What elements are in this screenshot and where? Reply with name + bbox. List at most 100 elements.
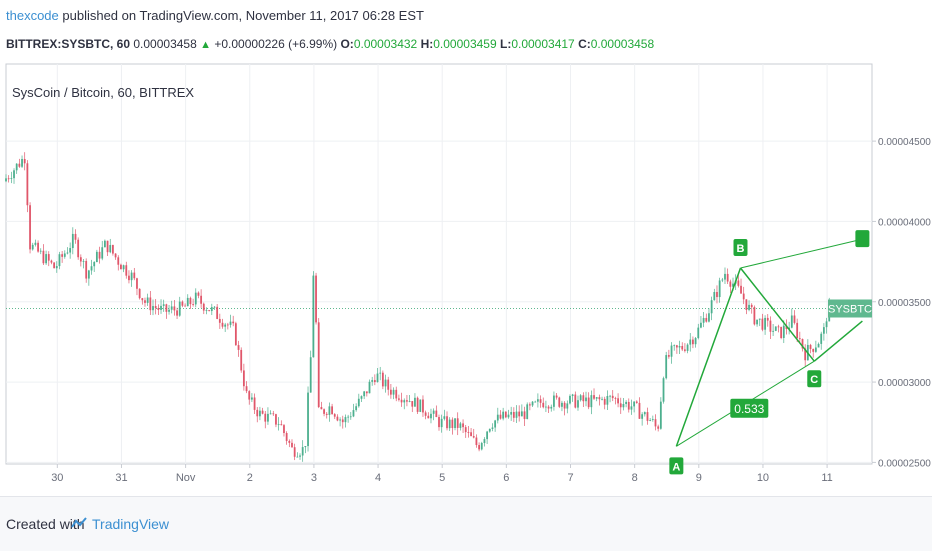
candle-body — [406, 400, 408, 402]
candle-body — [561, 402, 563, 407]
candle-body — [470, 432, 472, 437]
candle-body — [50, 260, 53, 263]
candle-body — [518, 411, 521, 417]
candle-body — [125, 265, 128, 276]
candle-body — [186, 297, 189, 307]
candle-body — [315, 275, 317, 323]
candle-body — [684, 349, 686, 351]
pattern-line-bc — [739, 267, 815, 362]
candle-body — [785, 325, 788, 330]
candle-body — [721, 279, 724, 281]
candle-body — [432, 410, 435, 414]
candle-body — [478, 445, 480, 450]
candle-body — [275, 414, 277, 425]
pattern-line-cd — [813, 320, 863, 362]
candle-body — [673, 345, 676, 347]
candle-body — [349, 416, 352, 418]
candle-body — [742, 293, 745, 300]
tradingview-brand-link[interactable]: TradingView — [92, 516, 170, 532]
candle-body — [510, 411, 513, 415]
candle-body — [42, 250, 45, 264]
candles — [5, 152, 831, 462]
candle-body — [531, 401, 534, 406]
tradingview-logo-icon[interactable] — [70, 514, 88, 532]
price-axis[interactable]: 0.00002500 0.00003000 0.00003500 0.00004000… — [872, 137, 931, 469]
price-tag-label: SYSBTC — [828, 303, 872, 315]
candle-body — [809, 344, 812, 349]
pattern-line-bd — [740, 238, 863, 269]
candle-body — [79, 257, 82, 262]
candle-body — [539, 399, 542, 403]
candle-body — [395, 389, 398, 399]
candle-body — [117, 257, 120, 265]
price-tick-label: 0.00002500 — [878, 458, 931, 469]
candle-body — [419, 399, 422, 412]
candle-body — [18, 163, 21, 167]
candle-body — [325, 413, 328, 415]
candle-body — [686, 344, 689, 351]
abcd-pattern[interactable]: B C A 0.533 — [669, 230, 870, 475]
candle-body — [780, 326, 783, 338]
author-link[interactable]: thexcode — [6, 8, 59, 23]
candle-body — [595, 397, 598, 399]
candle-body — [665, 355, 668, 379]
candle-body — [464, 427, 467, 433]
date-tick-label: 10 — [757, 472, 769, 484]
candle-body — [55, 266, 58, 269]
candle-body — [579, 395, 582, 401]
point-c-badge[interactable] — [807, 370, 822, 388]
candle-body — [619, 403, 622, 408]
candle-body — [740, 285, 742, 294]
candle-body — [133, 272, 136, 279]
candle-body — [494, 420, 497, 428]
symbol-info-bar: BITTREX:SYSBTC, 60 0.00003458 ▲ +0.00000… — [6, 37, 654, 51]
candle-body — [408, 401, 411, 402]
candle-body — [120, 264, 122, 270]
candle-body — [566, 403, 569, 409]
candle-body — [280, 424, 283, 426]
candle-body — [63, 253, 66, 257]
candle-body — [472, 436, 475, 438]
point-a-badge[interactable] — [669, 457, 684, 475]
published-text: published on TradingView.com, November 1… — [58, 8, 424, 23]
candle-body — [136, 278, 138, 289]
candle-body — [558, 397, 561, 407]
candle-body — [793, 315, 796, 323]
candle-body — [825, 321, 828, 328]
low-label: L: — [499, 37, 512, 51]
close-value: 0.00003458 — [590, 37, 655, 51]
candle-body — [387, 379, 390, 390]
point-b-badge[interactable] — [733, 239, 748, 257]
date-tick-label: 4 — [375, 472, 381, 484]
candle-body — [293, 447, 296, 457]
grid — [6, 64, 872, 464]
point-d-badge[interactable] — [855, 230, 870, 248]
candle-body — [681, 346, 684, 350]
candle-body — [149, 297, 152, 311]
candle-body — [427, 415, 430, 419]
candle-body — [641, 414, 644, 419]
candle-body — [371, 380, 374, 382]
candle-body — [146, 297, 149, 303]
candle-body — [611, 395, 614, 399]
candle-body — [232, 321, 235, 324]
candle-body — [31, 244, 34, 250]
time-axis[interactable]: 30 31 Nov 2 3 4 5 6 7 8 9 10 11 — [51, 464, 833, 484]
chart-title: SysCoin / Bitcoin, 60, BITTREX — [12, 85, 194, 100]
candle-body — [635, 401, 638, 403]
candle-body — [170, 306, 173, 310]
candle-body — [109, 245, 112, 253]
candle-body — [299, 455, 301, 457]
candle-body — [347, 416, 350, 418]
candle-body — [355, 406, 358, 411]
candle-body — [224, 324, 227, 327]
candle-body — [512, 411, 515, 418]
candle-body — [288, 440, 291, 443]
candle-body — [34, 242, 37, 245]
candle-body — [234, 323, 237, 346]
candle-body — [85, 260, 88, 279]
ratio-badge[interactable] — [730, 398, 769, 418]
candle-body — [710, 300, 713, 314]
candle-body — [574, 394, 577, 408]
